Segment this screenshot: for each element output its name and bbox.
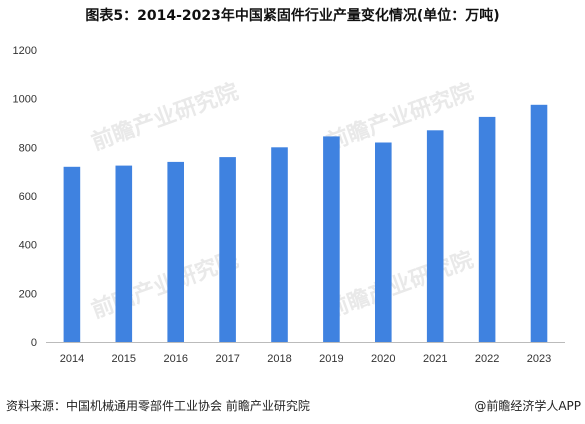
x-tick-label-2015: 2015 (112, 353, 136, 365)
bar-2020 (375, 142, 392, 342)
bar-2015 (115, 165, 133, 342)
x-tick-label-2014: 2014 (60, 353, 84, 365)
bar-series (63, 104, 548, 343)
y-axis-ticks: 0 200 400 600 800 1000 1200 (13, 45, 37, 349)
y-tick-label-0: 0 (31, 337, 37, 349)
y-tick-label-1200: 1200 (13, 45, 37, 57)
y-tick-label-600: 600 (19, 191, 37, 203)
y-tick-label-400: 400 (19, 240, 37, 252)
bar-2023 (530, 104, 548, 343)
brand-credit: @前瞻经济学人APP (474, 399, 581, 413)
x-axis-ticks: 2014 2015 2016 2017 2018 2019 2020 2021 2022 2023 (60, 353, 551, 365)
watermark-2: 前瞻产业研究院 (88, 247, 242, 324)
bar-2014 (63, 166, 81, 342)
bar-2016 (167, 161, 184, 342)
watermark-0: 前瞻产业研究院 (88, 79, 242, 156)
bar-2017 (219, 157, 236, 342)
x-tick-label-2016: 2016 (164, 353, 188, 365)
source-note: 资料来源：中国机械通用零部件工业协会 前瞻产业研究院 (6, 399, 310, 413)
bar-2021 (426, 130, 444, 342)
y-tick-label-200: 200 (19, 288, 37, 300)
x-tick-label-2023: 2023 (527, 353, 551, 365)
x-tick-label-2020: 2020 (371, 353, 395, 365)
y-tick-label-1000: 1000 (13, 94, 37, 106)
x-tick-label-2019: 2019 (319, 353, 343, 365)
x-tick-label-2018: 2018 (267, 353, 291, 365)
watermark-3: 前瞻产业研究院 (323, 247, 477, 324)
footer: 资料来源：中国机械通用零部件工业协会 前瞻产业研究院 @前瞻经济学人APP (6, 397, 581, 415)
x-tick-label-2021: 2021 (423, 353, 447, 365)
watermark-1: 前瞻产业研究院 (323, 79, 477, 156)
y-tick-label-800: 800 (19, 142, 37, 154)
bar-2019 (323, 136, 340, 342)
bar-2022 (478, 116, 496, 343)
chart-title: 图表5：2014-2023年中国紧固件行业产量变化情况(单位：万吨) (85, 8, 500, 24)
bar-2018 (271, 147, 288, 342)
x-tick-label-2022: 2022 (475, 353, 499, 365)
x-tick-label-2017: 2017 (215, 353, 239, 365)
